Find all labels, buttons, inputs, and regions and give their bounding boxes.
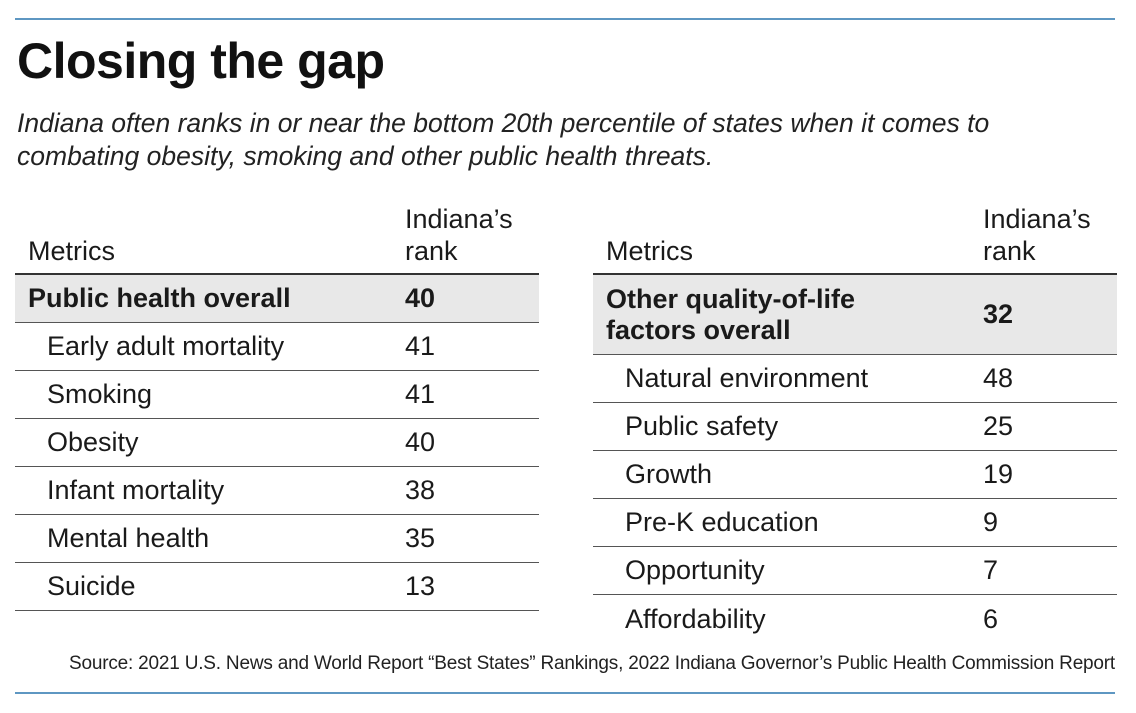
rank-value: 48 bbox=[983, 363, 1014, 393]
public-health-table: Metrics Indiana’s rank Public health ove… bbox=[15, 203, 539, 611]
table-row: Pre-K education 9 bbox=[593, 499, 1117, 547]
metric-label: Natural environment bbox=[625, 363, 869, 393]
rank-value: 41 bbox=[405, 331, 436, 361]
rank-value: 25 bbox=[983, 411, 1014, 441]
rank-value: 32 bbox=[983, 299, 1014, 329]
bottom-rule bbox=[15, 692, 1115, 694]
metric-label: Suicide bbox=[47, 571, 136, 601]
header-rank-line2: rank bbox=[405, 236, 458, 266]
table-row: Suicide 13 bbox=[15, 563, 539, 611]
metric-label: Infant mortality bbox=[47, 475, 225, 505]
table-row: Natural environment 48 bbox=[593, 355, 1117, 403]
table-row: Opportunity 7 bbox=[593, 547, 1117, 595]
table-row: Mental health 35 bbox=[15, 515, 539, 563]
table-row: Obesity 40 bbox=[15, 419, 539, 467]
rank-value: 9 bbox=[983, 507, 999, 537]
table-row: Growth 19 bbox=[593, 451, 1117, 499]
rank-value: 41 bbox=[405, 379, 436, 409]
header-metrics: Metrics bbox=[606, 236, 693, 266]
header-rank: Indiana’s rank bbox=[405, 203, 513, 267]
header-metrics: Metrics bbox=[28, 236, 115, 266]
metric-label: Mental health bbox=[47, 523, 210, 553]
table-row-total: Other quality-of-life factors overall 32 bbox=[593, 275, 1117, 355]
page-subtitle: Indiana often ranks in or near the botto… bbox=[17, 108, 990, 171]
metric-label: Opportunity bbox=[625, 555, 765, 585]
source-note: Source: 2021 U.S. News and World Report … bbox=[69, 653, 1115, 674]
metric-label: Other quality-of-life factors overall bbox=[606, 284, 855, 346]
rank-value: 35 bbox=[405, 523, 436, 553]
table-row: Infant mortality 38 bbox=[15, 467, 539, 515]
table-row: Affordability 6 bbox=[593, 595, 1117, 643]
metric-label: Growth bbox=[625, 459, 713, 489]
page-title: Closing the gap bbox=[17, 33, 385, 89]
metric-label: Obesity bbox=[47, 427, 139, 457]
metric-label: Affordability bbox=[625, 603, 766, 634]
header-rank-line2: rank bbox=[983, 236, 1036, 266]
rank-value: 13 bbox=[405, 571, 436, 601]
metric-label-line2: factors overall bbox=[606, 314, 791, 345]
metric-label: Public health overall bbox=[28, 283, 291, 313]
table-row: Early adult mortality 41 bbox=[15, 323, 539, 371]
table-row-total: Public health overall 40 bbox=[15, 275, 539, 323]
rank-value: 40 bbox=[405, 283, 436, 313]
table-row: Smoking 41 bbox=[15, 371, 539, 419]
table-header: Metrics Indiana’s rank bbox=[15, 203, 539, 275]
header-rank-line1: Indiana’s bbox=[983, 204, 1091, 234]
metric-label-line1: Other quality-of-life bbox=[606, 283, 855, 314]
header-rank-line1: Indiana’s bbox=[405, 204, 513, 234]
rank-value: 19 bbox=[983, 459, 1014, 489]
rank-value: 6 bbox=[983, 603, 999, 634]
rank-value: 40 bbox=[405, 427, 436, 457]
metric-label: Early adult mortality bbox=[47, 331, 285, 361]
table-header: Metrics Indiana’s rank bbox=[593, 203, 1117, 275]
metric-label: Pre-K education bbox=[625, 507, 819, 537]
table-row: Public safety 25 bbox=[593, 403, 1117, 451]
quality-of-life-table: Metrics Indiana’s rank Other quality-of-… bbox=[593, 203, 1117, 643]
rank-value: 7 bbox=[983, 555, 999, 585]
metric-label: Public safety bbox=[625, 411, 779, 441]
header-rank: Indiana’s rank bbox=[983, 203, 1091, 267]
metric-label: Smoking bbox=[47, 379, 153, 409]
rank-value: 38 bbox=[405, 475, 436, 505]
top-rule bbox=[15, 18, 1115, 20]
